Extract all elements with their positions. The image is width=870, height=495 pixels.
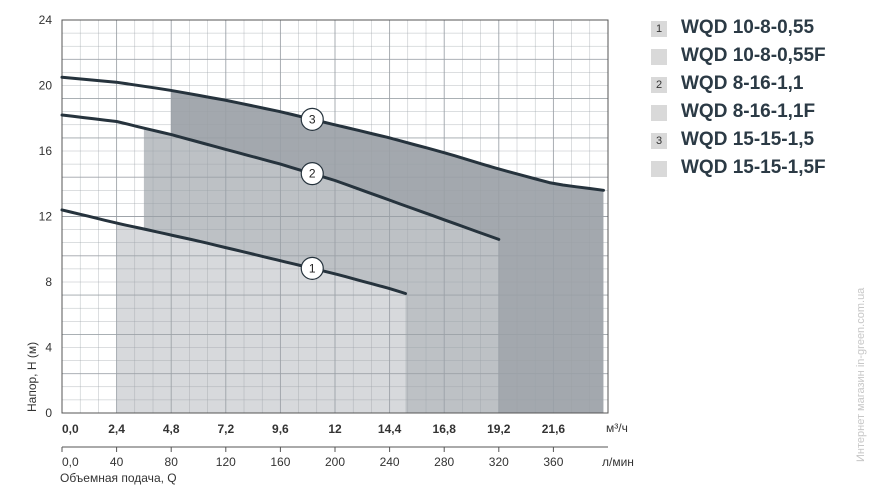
legend-item: 2 WQD 8-16-1,1 — [648, 72, 854, 98]
curve-marker-label: 2 — [309, 167, 316, 181]
legend-badge — [651, 105, 667, 121]
x2-tick-label: 160 — [270, 455, 290, 469]
curve-marker-label: 1 — [309, 261, 316, 275]
legend-badge: 1 — [651, 21, 667, 37]
legend-item: 3 WQD 15-15-1,5 — [648, 128, 854, 154]
curve-markers: 1 2 3 — [300, 107, 324, 280]
legend-item: WQD 10-8-0,55F — [648, 44, 854, 70]
x-axis-unit-lmin: л/мин — [602, 455, 634, 469]
legend-label: WQD 15-15-1,5F — [681, 157, 826, 178]
legend-badge: 3 — [651, 133, 667, 149]
x2-tick-label: 360 — [543, 455, 563, 469]
y-tick-label: 20 — [39, 79, 53, 93]
x-tick-label: 19,2 — [487, 422, 511, 436]
y-tick-label: 8 — [45, 275, 52, 289]
curve-marker-circle — [300, 107, 324, 131]
curve-marker-label: 3 — [309, 112, 316, 126]
performance-curve — [60, 75, 605, 192]
performance-curve — [60, 113, 501, 241]
x-axis-label: Объемная подача, Q — [60, 471, 177, 485]
legend-item: 1 WQD 10-8-0,55 — [648, 16, 854, 42]
operating-region — [116, 223, 406, 413]
x-tick-label: 7,2 — [217, 422, 234, 436]
legend-badge — [651, 49, 667, 65]
x2-tick-label: 0,0 — [62, 455, 79, 469]
legend-label: WQD 8-16-1,1 — [681, 73, 804, 94]
x2-tick-label: 320 — [489, 455, 509, 469]
legend-label: WQD 10-8-0,55 — [681, 17, 815, 38]
x2-tick-label: 280 — [434, 455, 454, 469]
legend: 1 WQD 10-8-0,55 WQD 10-8-0,55F 2 WQD 8-1… — [648, 16, 854, 184]
y-tick-label: 16 — [39, 144, 53, 158]
legend-item: WQD 8-16-1,1F — [648, 100, 854, 126]
legend-label: WQD 15-15-1,5 — [681, 129, 815, 150]
x-tick-label: 2,4 — [108, 422, 125, 436]
plot-frame — [61, 19, 609, 414]
legend-badge: 2 — [651, 77, 667, 93]
y-tick-label: 12 — [39, 210, 53, 224]
curve-marker-circle — [300, 256, 324, 280]
x-tick-label: 12 — [328, 422, 342, 436]
y-tick-label: 4 — [45, 341, 52, 355]
y-axis-label: Напор, H (м) — [25, 342, 39, 412]
x2-tick-label: 40 — [110, 455, 124, 469]
x-tick-label: 9,6 — [272, 422, 289, 436]
x-axis-unit-m3h: м³/ч — [606, 421, 628, 435]
x-tick-label: 14,4 — [378, 422, 402, 436]
x2-tick-label: 200 — [325, 455, 345, 469]
x2-tick-label: 80 — [165, 455, 179, 469]
curve-marker-circle — [300, 162, 324, 186]
x-tick-label: 0,0 — [62, 422, 79, 436]
watermark: Интернет магазин in-green.com.ua — [855, 287, 867, 462]
x-tick-label: 4,8 — [163, 422, 180, 436]
legend-label: WQD 8-16-1,1F — [681, 101, 816, 122]
y-tick-label: 0 — [45, 406, 52, 420]
legend-badge — [651, 161, 667, 177]
x-tick-label: 16,8 — [433, 422, 457, 436]
x2-tick-label: 120 — [216, 455, 236, 469]
y-tick-label: 24 — [39, 13, 53, 27]
pump-curves — [60, 75, 605, 295]
legend-label: WQD 10-8-0,55F — [681, 45, 826, 66]
x-tick-label: 21,6 — [542, 422, 566, 436]
performance-curve — [60, 208, 407, 295]
x2-tick-label: 240 — [380, 455, 400, 469]
legend-item: WQD 15-15-1,5F — [648, 156, 854, 182]
